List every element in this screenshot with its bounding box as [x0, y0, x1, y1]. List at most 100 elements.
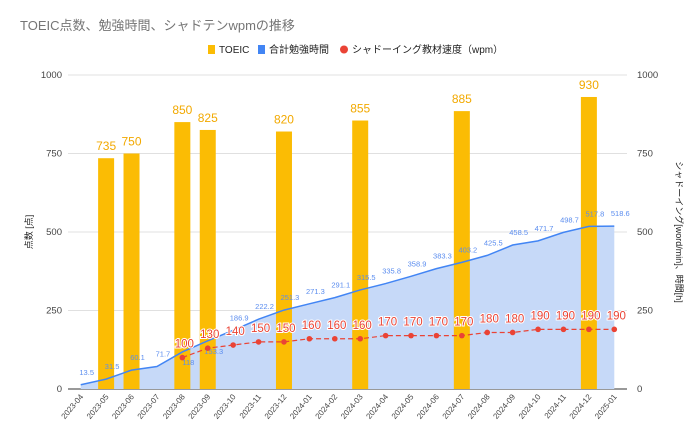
x-tick: 2024-03: [339, 392, 365, 421]
data-label-study-hours: 291.1: [331, 281, 350, 290]
y-tick-right: 1000: [637, 70, 658, 81]
x-tick: 2024-08: [466, 392, 492, 421]
bar-toeic: [123, 153, 140, 389]
data-label-wpm: 170: [403, 317, 422, 329]
data-label-study-hours: 251.3: [281, 293, 300, 302]
data-label-wpm: 160: [353, 320, 372, 332]
legend-swatch-wpm: [340, 45, 348, 54]
x-tick: 2024-12: [568, 392, 594, 421]
point-wpm: [408, 332, 414, 339]
x-tick: 2024-04: [364, 392, 390, 421]
x-tick: 2023-12: [263, 392, 289, 421]
point-wpm: [281, 339, 287, 345]
data-label-wpm: 190: [607, 310, 626, 322]
point-wpm: [382, 332, 389, 339]
legend-swatch-study-hours: [258, 45, 265, 54]
data-label-study-hours: 498.7: [560, 215, 579, 224]
data-label-toeic: 750: [122, 135, 142, 149]
x-tick: 2023-09: [187, 392, 213, 421]
data-label-study-hours: 315.5: [357, 273, 376, 282]
data-label-wpm: 160: [302, 320, 321, 332]
data-label-wpm: 170: [378, 317, 397, 329]
data-label-study-hours: 335.8: [382, 267, 401, 276]
data-label-wpm: 130: [200, 329, 219, 341]
x-tick: 2024-10: [517, 392, 543, 421]
point-wpm: [560, 326, 567, 333]
point-wpm: [179, 354, 186, 361]
line-study-hours: [80, 225, 615, 386]
data-label-wpm: 140: [226, 326, 245, 338]
y-tick-left: 500: [46, 227, 62, 238]
x-tick: 2023-11: [238, 392, 264, 420]
data-label-study-hours: 358.9: [408, 259, 427, 268]
data-label-study-hours: 518.6: [611, 209, 630, 218]
data-label-study-hours: 383.3: [433, 252, 452, 261]
x-tick: 2025-01: [593, 392, 619, 421]
data-label-study-hours: 71.7: [156, 349, 171, 358]
bar-toeic: [580, 96, 597, 389]
data-label-wpm: 180: [480, 313, 499, 325]
y-tick-right: 0: [637, 384, 642, 395]
x-tick: 2023-06: [110, 392, 136, 421]
data-label-study-hours: 31.5: [105, 362, 120, 371]
point-wpm: [459, 332, 465, 339]
bar-toeic: [352, 120, 369, 389]
point-wpm: [509, 329, 516, 336]
x-tick: 2024-07: [441, 392, 467, 421]
y-axis-label-left: 点数 [点]: [23, 215, 34, 250]
y-tick-right: 500: [637, 227, 653, 238]
data-label-wpm: 190: [530, 310, 549, 322]
y-tick-left: 0: [57, 384, 62, 395]
x-tick: 2024-06: [415, 392, 441, 421]
data-label-study-hours: 60.1: [130, 353, 145, 362]
data-label-toeic: 930: [579, 78, 599, 92]
data-label-study-hours: 425.5: [484, 238, 503, 247]
data-label-wpm: 190: [556, 310, 575, 322]
y-tick-right: 250: [637, 306, 653, 317]
point-wpm: [484, 329, 491, 336]
bar-toeic: [98, 158, 115, 389]
data-label-study-hours: 517.8: [585, 209, 604, 218]
y-tick-left: 750: [46, 149, 62, 160]
y-tick-left: 1000: [41, 70, 62, 81]
marks: 13.5 31.5 60.1 71.7 118 153.3 186.9 222.2 251.3 2…: [79, 78, 630, 390]
x-tick: 2023-07: [136, 392, 162, 421]
data-label-toeic: 850: [172, 103, 192, 117]
point-wpm: [611, 326, 618, 333]
bar-toeic: [199, 129, 216, 389]
data-label-wpm: 170: [454, 317, 473, 329]
bar-toeic: [275, 131, 292, 389]
data-label-wpm: 150: [251, 323, 270, 335]
data-label-study-hours: 403.2: [458, 245, 477, 254]
point-wpm: [255, 339, 262, 345]
x-tick: 2023-04: [59, 392, 85, 421]
bar-toeic: [174, 122, 191, 389]
point-wpm: [535, 326, 541, 333]
data-label-study-hours: 13.5: [79, 368, 94, 377]
point-wpm: [433, 332, 440, 339]
x-tick: 2023-10: [212, 392, 238, 421]
point-wpm: [586, 326, 592, 333]
x-tick: 2024-11: [543, 392, 569, 420]
y-tick-right: 750: [637, 149, 653, 160]
legend-label-study-hours: 合計勉強時間: [269, 43, 329, 56]
data-label-toeic: 855: [350, 102, 370, 116]
data-label-study-hours: 186.9: [230, 313, 249, 322]
data-label-toeic: 825: [198, 111, 218, 125]
data-label-study-hours: 458.5: [509, 228, 528, 237]
bar-toeic: [453, 111, 470, 390]
data-label-wpm: 170: [429, 317, 448, 329]
data-label-study-hours: 118: [182, 358, 194, 367]
data-label-toeic: 885: [452, 92, 472, 106]
x-tick: 2023-08: [161, 392, 187, 421]
x-tick: 2024-01: [288, 392, 314, 421]
data-label-wpm: 180: [505, 313, 524, 325]
point-wpm: [331, 335, 338, 342]
point-wpm: [230, 342, 236, 348]
data-label-wpm: 100: [175, 339, 194, 351]
data-label-toeic: 820: [274, 113, 294, 127]
data-label-toeic: 735: [96, 139, 116, 153]
point-wpm: [204, 345, 211, 351]
data-label-study-hours: 471.7: [535, 224, 554, 233]
x-tick: 2024-05: [390, 392, 416, 421]
